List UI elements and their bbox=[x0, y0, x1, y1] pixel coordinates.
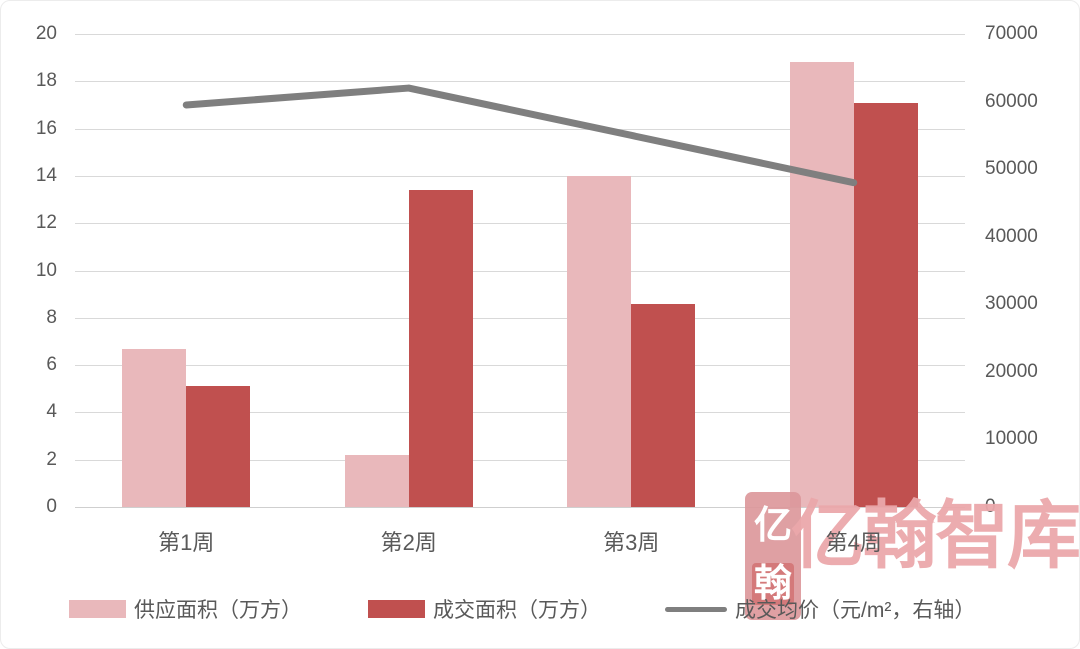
legend-item-transaction: 成交面积（万方） bbox=[368, 594, 601, 624]
left-axis-tick: 16 bbox=[35, 117, 57, 139]
x-axis-label-week3: 第3周 bbox=[603, 530, 660, 555]
bar-transaction-week3 bbox=[631, 303, 696, 507]
gridline bbox=[75, 270, 965, 272]
legend-item-supply: 供应面积（万方） bbox=[69, 594, 302, 624]
gridline bbox=[75, 81, 965, 83]
legend-item-price: 成交均价（元/m²，右轴） bbox=[665, 594, 975, 624]
seal-char-bottom: 翰 bbox=[751, 563, 794, 605]
left-axis-tick: 0 bbox=[46, 496, 57, 517]
left-axis-tick: 8 bbox=[46, 306, 57, 328]
left-axis-tick: 14 bbox=[35, 164, 57, 186]
right-axis-tick: 40000 bbox=[985, 225, 1038, 247]
x-axis-label-week1: 第1周 bbox=[158, 530, 215, 555]
gridline bbox=[75, 459, 965, 461]
gridline bbox=[75, 317, 965, 319]
left-axis-tick: 4 bbox=[46, 401, 57, 423]
right-axis-tick: 50000 bbox=[985, 158, 1038, 180]
price-polyline bbox=[182, 84, 858, 187]
seal-char-top: 亿 bbox=[753, 505, 792, 547]
gridline bbox=[75, 223, 965, 225]
legend-label-supply: 供应面积（万方） bbox=[134, 599, 302, 622]
bar-supply-week2 bbox=[344, 454, 409, 507]
x-axis-label-week2: 第2周 bbox=[380, 530, 437, 555]
bar-transaction-week1 bbox=[186, 386, 251, 507]
left-axis-tick: 10 bbox=[35, 259, 57, 281]
right-axis-tick: 70000 bbox=[985, 23, 1038, 44]
left-axis-tick: 12 bbox=[35, 212, 57, 234]
right-axis-tick: 30000 bbox=[985, 293, 1038, 315]
right-axis-tick: 0 bbox=[985, 496, 996, 517]
plot-area bbox=[75, 34, 965, 508]
gridline bbox=[75, 34, 965, 35]
left-axis-tick: 2 bbox=[46, 448, 57, 470]
gridline bbox=[75, 128, 965, 130]
legend-label-transaction: 成交面积（万方） bbox=[433, 599, 601, 622]
bar-supply-week1 bbox=[122, 348, 187, 507]
bar-transaction-week4 bbox=[853, 102, 918, 507]
watermark-brand-text: 亿翰智库 bbox=[791, 494, 1079, 577]
gridline bbox=[75, 412, 965, 414]
supply-swatch bbox=[69, 600, 126, 618]
bar-supply-week3 bbox=[567, 175, 632, 507]
price-line bbox=[182, 84, 858, 187]
bar-supply-week4 bbox=[789, 62, 854, 507]
right-axis-tick: 10000 bbox=[985, 428, 1038, 450]
watermark-seal: 亿 翰 bbox=[745, 492, 801, 620]
transaction-swatch bbox=[368, 600, 425, 618]
bar-transaction-week2 bbox=[408, 190, 473, 507]
gridline bbox=[75, 365, 965, 367]
left-axis-tick: 18 bbox=[35, 70, 57, 92]
right-axis-tick: 20000 bbox=[985, 360, 1038, 382]
left-axis-tick: 20 bbox=[35, 23, 57, 44]
price-line-swatch bbox=[665, 606, 727, 612]
x-axis-label-week4: 第4周 bbox=[825, 530, 882, 555]
gridline bbox=[75, 175, 965, 177]
legend: 供应面积（万方） 成交面积（万方） 成交均价（元/m²，右轴） bbox=[1, 589, 1079, 629]
gridline bbox=[75, 507, 965, 508]
legend-label-price: 成交均价（元/m²，右轴） bbox=[735, 599, 976, 622]
right-axis-tick: 60000 bbox=[985, 90, 1038, 112]
left-axis-tick: 6 bbox=[46, 354, 57, 376]
